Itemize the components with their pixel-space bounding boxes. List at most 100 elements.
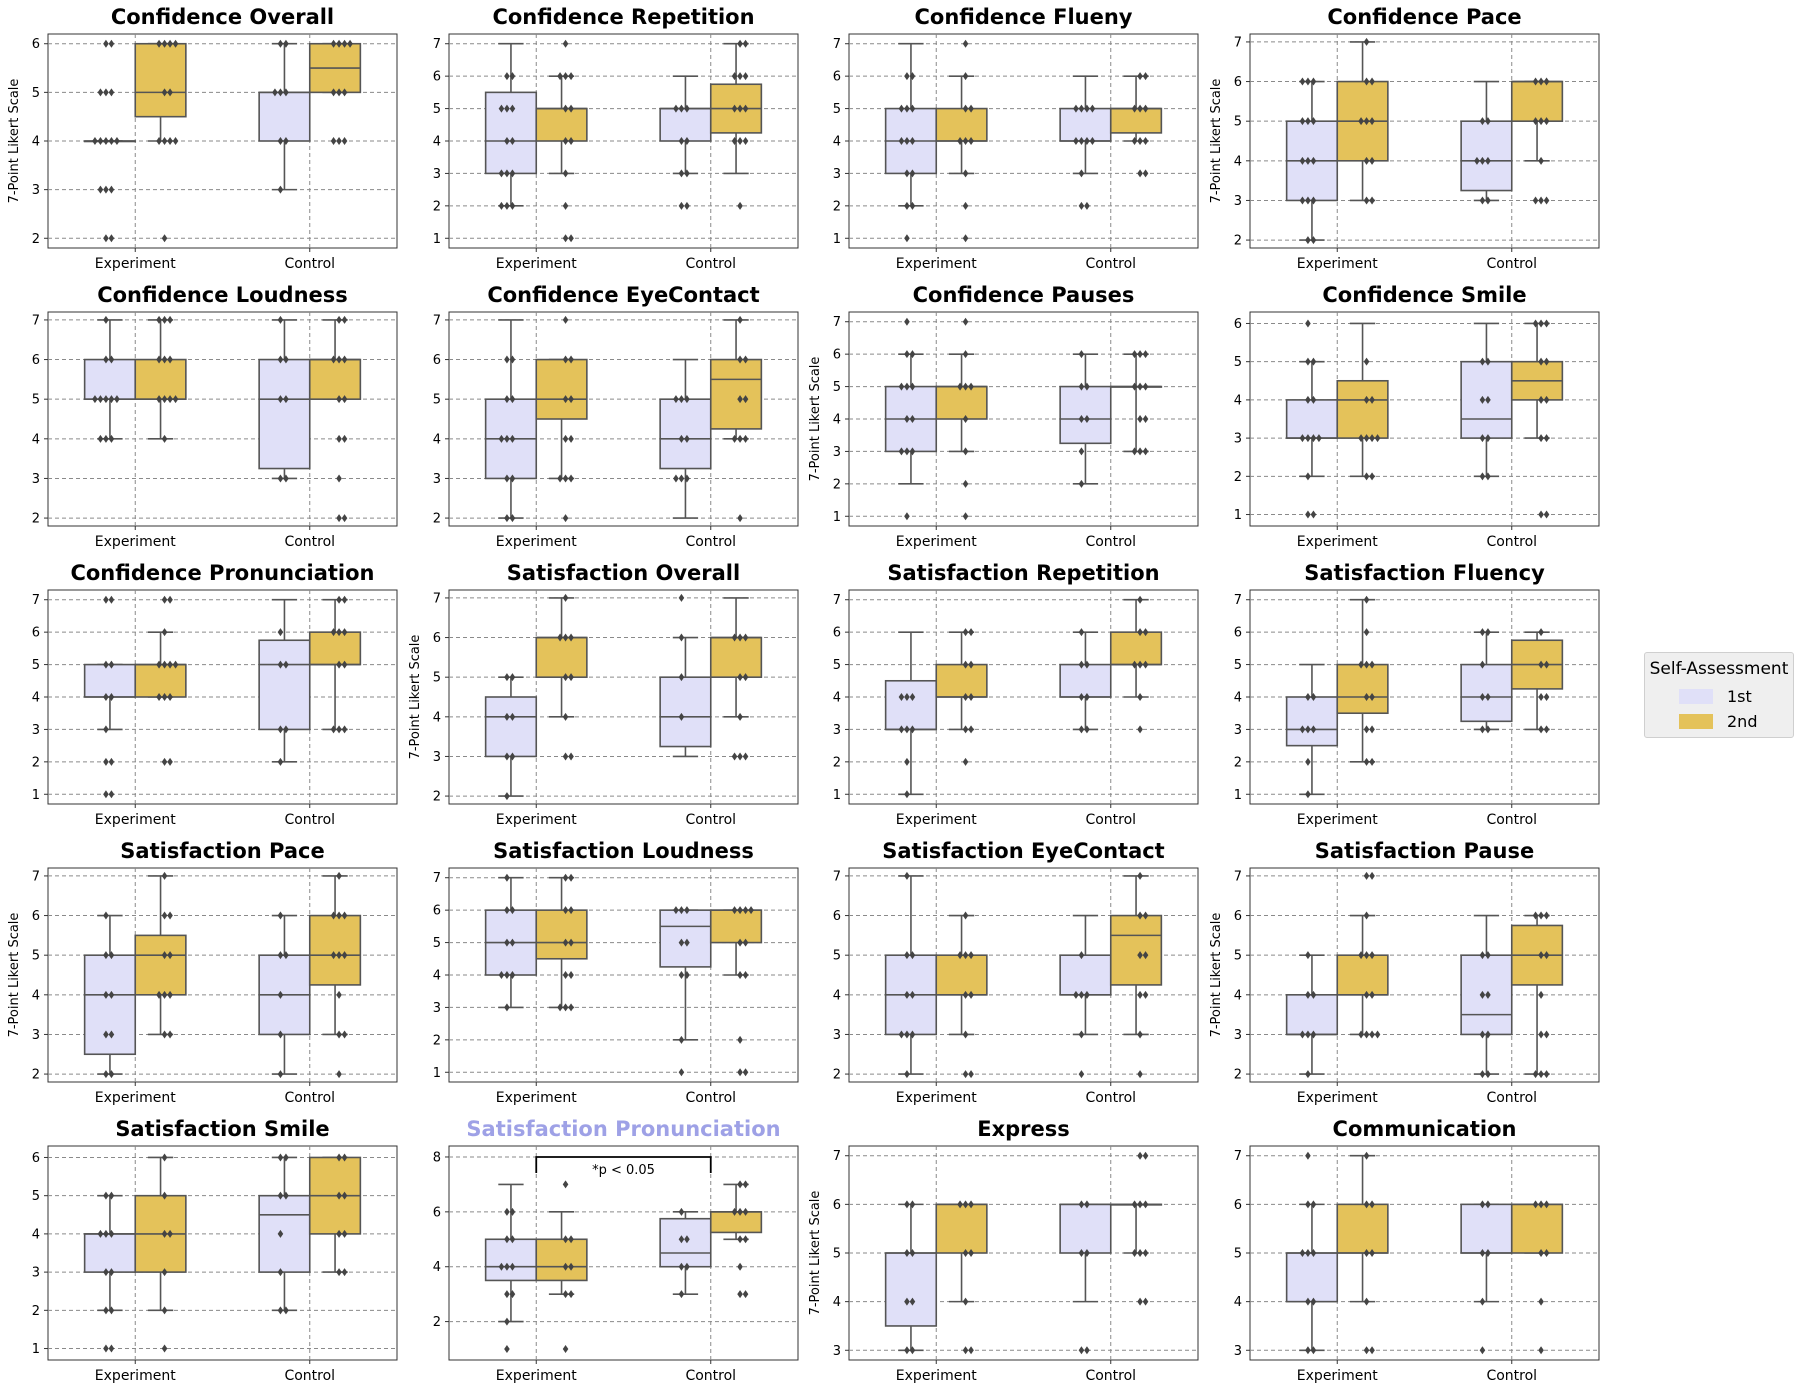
data-point: [108, 1268, 115, 1277]
data-point: [968, 951, 974, 960]
data-point: [904, 72, 910, 81]
y-tick-label: 3: [833, 723, 841, 738]
data-point: [1538, 395, 1544, 404]
data-point: [962, 990, 969, 999]
data-point: [1142, 660, 1149, 669]
data-point: [678, 201, 685, 210]
data-point: [962, 1200, 969, 1209]
data-point: [557, 474, 563, 483]
data-point: [504, 971, 510, 979]
box-experiment-2nd: [134, 315, 187, 443]
data-point: [108, 1306, 115, 1315]
data-point: [742, 752, 749, 761]
y-tick-label: 7: [1234, 869, 1242, 884]
data-point: [1363, 357, 1370, 366]
y-tick-label: 6: [1234, 317, 1242, 332]
box-iqr: [1285, 994, 1339, 1036]
y-tick-label: 6: [433, 631, 441, 646]
data-point: [1078, 990, 1085, 999]
data-point: [1369, 871, 1375, 880]
data-point: [504, 873, 510, 882]
data-point: [684, 395, 690, 404]
data-point: [673, 474, 679, 483]
data-point: [1078, 104, 1085, 113]
y-tick-label: 3: [32, 183, 40, 198]
x-tick-label: Control: [284, 1090, 335, 1106]
y-tick-label: 2: [32, 755, 40, 770]
box-iqr: [1285, 399, 1339, 439]
data-point: [161, 660, 168, 669]
data-point: [504, 1345, 510, 1354]
data-point: [904, 137, 910, 145]
data-point: [172, 660, 179, 669]
data-point: [341, 434, 348, 443]
data-point: [737, 1262, 743, 1271]
box-control-2nd: [1510, 1200, 1564, 1355]
y-tick-label: 1: [433, 1066, 441, 1081]
data-point: [1305, 1030, 1311, 1039]
data-point: [103, 234, 109, 243]
data-point: [909, 415, 916, 423]
y-tick-label: 7: [833, 1149, 841, 1164]
data-point: [1543, 196, 1550, 205]
box-experiment-2nd: [1336, 871, 1389, 1039]
panel-title: Satisfaction Repetition: [887, 561, 1159, 585]
data-point: [1543, 693, 1550, 701]
data-point: [161, 1268, 168, 1277]
box-experiment-1st: [1285, 663, 1339, 799]
data-point: [1131, 382, 1138, 391]
y-tick-label: 5: [433, 102, 441, 117]
y-tick-label: 6: [833, 348, 841, 363]
data-point: [678, 1035, 685, 1044]
x-tick-label: Control: [1486, 534, 1537, 550]
data-point: [1142, 415, 1149, 423]
data-point: [341, 660, 348, 669]
data-point: [1142, 350, 1149, 359]
y-tick-label: 4: [433, 969, 441, 984]
data-point: [1305, 951, 1311, 960]
data-point: [504, 1317, 510, 1326]
box-iqr: [1059, 1203, 1112, 1254]
data-point: [336, 871, 342, 880]
data-point: [1142, 382, 1149, 391]
box-iqr: [1460, 120, 1513, 192]
data-point: [742, 104, 749, 113]
box-control-1st: [258, 315, 311, 483]
data-point: [509, 72, 516, 81]
data-point: [568, 72, 574, 81]
data-point: [509, 1235, 516, 1244]
box-control-2nd: [709, 906, 763, 1077]
data-point: [1479, 117, 1486, 126]
data-point: [341, 137, 348, 145]
data-point: [1363, 77, 1370, 86]
data-point: [161, 693, 168, 701]
data-point: [568, 673, 574, 682]
data-point: [1538, 951, 1544, 960]
box-iqr: [134, 663, 187, 698]
data-point: [341, 1191, 348, 1200]
data-point: [737, 1068, 743, 1077]
data-point: [562, 1290, 569, 1299]
data-point: [968, 990, 974, 999]
data-point: [156, 395, 162, 404]
data-point: [1479, 1030, 1486, 1039]
data-point: [1310, 77, 1317, 86]
data-point: [277, 1306, 284, 1315]
data-point: [962, 39, 969, 48]
data-point: [562, 1235, 569, 1244]
data-point: [108, 234, 115, 243]
box-iqr: [1336, 954, 1389, 996]
box-control-2nd: [308, 595, 362, 734]
data-point: [962, 317, 969, 326]
data-point: [1310, 117, 1317, 126]
data-point: [1532, 1070, 1539, 1079]
data-point: [1073, 990, 1079, 999]
y-tick-label: 2: [1234, 755, 1242, 770]
data-point: [562, 752, 569, 761]
y-tick-label: 1: [1234, 508, 1242, 523]
box-experiment-1st: [83, 1191, 137, 1353]
data-point: [283, 355, 289, 364]
data-point: [968, 137, 974, 145]
box-iqr: [535, 909, 588, 960]
data-point: [909, 1346, 916, 1355]
